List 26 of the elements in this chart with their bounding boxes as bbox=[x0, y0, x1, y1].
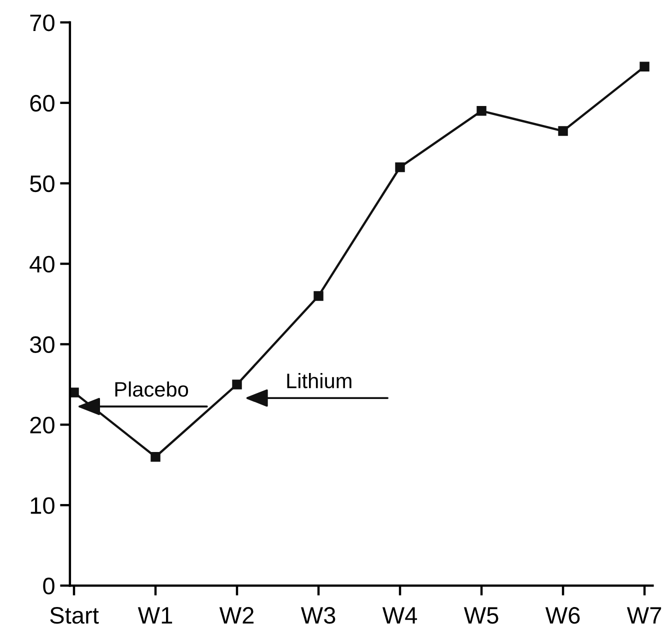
annotation: Placebo bbox=[115, 381, 188, 397]
y-tick-label: 60 bbox=[30, 94, 54, 112]
x-tick-label: W4 bbox=[382, 607, 418, 624]
y-tick-label: 50 bbox=[30, 175, 54, 192]
point bbox=[150, 452, 160, 462]
y-tick-label: 70 bbox=[30, 14, 54, 32]
y-tick-label: 30 bbox=[30, 336, 54, 354]
y-tick-label: 40 bbox=[30, 256, 54, 273]
point bbox=[314, 291, 324, 301]
annotation: Lithium bbox=[287, 373, 352, 388]
x-tick-label: W7 bbox=[626, 607, 662, 624]
y-tick-label: 10 bbox=[30, 497, 54, 514]
point bbox=[476, 106, 486, 116]
point bbox=[558, 126, 568, 136]
point bbox=[70, 388, 79, 398]
x-tick-label: W3 bbox=[300, 607, 336, 624]
x-tick-label: W2 bbox=[219, 607, 254, 624]
x-tick-label: Start bbox=[50, 607, 99, 624]
y-tick-label: 20 bbox=[30, 416, 54, 434]
y-tick-label: 0 bbox=[43, 578, 54, 594]
x-tick-label: W1 bbox=[138, 607, 172, 624]
x-tick-label: W5 bbox=[464, 607, 498, 624]
x-tick-label: W6 bbox=[545, 607, 580, 624]
point bbox=[232, 380, 242, 390]
point bbox=[395, 162, 405, 172]
point bbox=[640, 62, 650, 72]
